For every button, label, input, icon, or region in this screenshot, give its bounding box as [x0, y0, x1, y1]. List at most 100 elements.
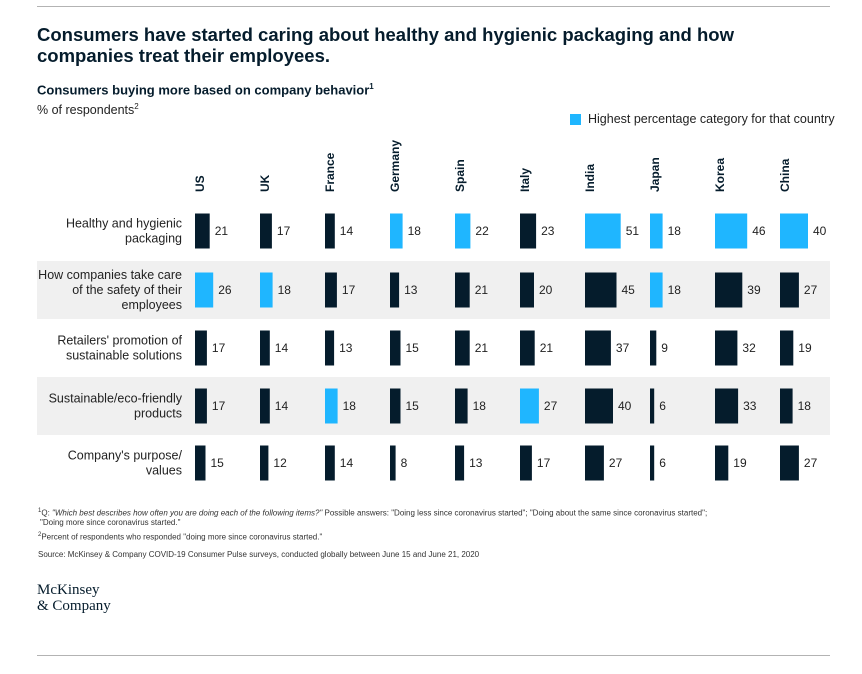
category-label: Retailers' promotion of sustainable solut…	[57, 334, 182, 363]
bar	[260, 272, 273, 308]
bar-value-label: 14	[275, 341, 289, 355]
bar	[325, 445, 335, 481]
bar	[455, 445, 465, 481]
bar-value-label: 33	[743, 399, 757, 413]
bottom-rule	[37, 655, 830, 656]
bar-value-label: 18	[408, 224, 422, 238]
bar	[325, 272, 337, 308]
country-header: India	[583, 164, 597, 192]
bar	[585, 213, 621, 249]
bar	[195, 445, 206, 481]
bar	[520, 213, 537, 249]
category-label: How companies take care of the safety of …	[38, 268, 182, 312]
bar-value-label: 27	[804, 456, 818, 470]
bar	[520, 272, 534, 308]
bar-value-label: 18	[798, 399, 812, 413]
subtitle-footnote-mark: 1	[369, 82, 374, 91]
bar-value-label: 19	[733, 456, 747, 470]
bar	[715, 213, 748, 249]
footnote-1: 1Q: "Which best describes how often you …	[38, 506, 707, 519]
bar	[195, 213, 210, 249]
bar-value-label: 18	[473, 399, 487, 413]
footnote-1-q: Q:	[41, 508, 53, 518]
bar	[520, 330, 535, 366]
bar-value-label: 27	[609, 456, 623, 470]
bar-value-label: 21	[475, 341, 489, 355]
bar	[390, 272, 400, 308]
bar-value-label: 8	[401, 456, 408, 470]
bar	[715, 388, 739, 424]
bar-value-label: 51	[626, 224, 640, 238]
bar-value-label: 40	[618, 399, 632, 413]
footnote-1-continued: "Doing more since coronavirus started."	[40, 518, 180, 528]
legend: Highest percentage category for that cou…	[570, 112, 835, 126]
bar	[780, 272, 799, 308]
country-header: Korea	[713, 158, 727, 192]
bar	[650, 330, 657, 366]
bar-value-label: 27	[804, 283, 818, 297]
chart-plot: Healthy and hygienic packaging How compani…	[37, 140, 830, 481]
bar-value-label: 17	[537, 456, 551, 470]
bar-value-label: 46	[752, 224, 766, 238]
bar	[585, 388, 613, 424]
bar	[650, 388, 655, 424]
bar	[585, 445, 604, 481]
row-band	[37, 261, 830, 319]
bar	[455, 272, 470, 308]
footnote-2-mark: 2	[38, 532, 42, 538]
bar-value-label: 21	[540, 341, 554, 355]
bar-value-label: 26	[218, 283, 232, 297]
bar-value-label: 21	[475, 283, 489, 297]
bar	[260, 213, 272, 249]
footnote-1-line2: "Doing more since coronavirus started."	[40, 518, 181, 527]
chart-title: Consumers have started caring about heal…	[37, 24, 734, 66]
country-header: Italy	[518, 168, 532, 192]
chart-subtitle: Consumers buying more based on company b…	[37, 82, 374, 97]
bar	[455, 330, 470, 366]
bar-value-label: 40	[813, 224, 827, 238]
bar-value-label: 27	[544, 399, 558, 413]
bar	[390, 388, 401, 424]
footnote-2: 2Percent of respondents who responded "d…	[38, 530, 322, 543]
bar	[650, 213, 663, 249]
logo-line-2: & Company	[37, 598, 111, 614]
bar-value-label: 18	[668, 224, 682, 238]
country-header: China	[778, 158, 792, 192]
footnote-1-question: "Which best describes how often you are …	[52, 508, 323, 518]
country-header: US	[193, 175, 207, 192]
bar-value-label: 23	[541, 224, 555, 238]
bar-value-label: 14	[275, 399, 289, 413]
bar-value-label: 17	[212, 399, 226, 413]
bar	[455, 388, 468, 424]
legend-swatch	[570, 113, 581, 125]
bar	[585, 330, 611, 366]
bar-value-label: 32	[742, 341, 756, 355]
bar	[780, 330, 794, 366]
bar	[520, 445, 532, 481]
bar	[325, 213, 335, 249]
footnote-2-text: Percent of respondents who responded "do…	[41, 532, 323, 542]
unit-text: % of respondents	[37, 103, 135, 118]
bar-value-label: 18	[343, 399, 357, 413]
bar-value-label: 37	[616, 341, 630, 355]
footnote-1-answers: Possible answers: "Doing less since coro…	[322, 508, 708, 518]
bar	[195, 272, 214, 308]
bar-value-label: 17	[342, 283, 356, 297]
bar-value-label: 6	[659, 399, 666, 413]
bar-value-label: 20	[539, 283, 553, 297]
country-header: Japan	[648, 157, 662, 192]
mckinsey-logo: McKinsey & Company	[37, 582, 111, 614]
bar	[780, 213, 808, 249]
source-note: Source: McKinsey & Company COVID-19 Cons…	[38, 550, 480, 559]
logo-line-1: McKinsey	[37, 582, 100, 598]
unit-footnote-mark: 2	[134, 102, 139, 111]
country-header: Spain	[453, 159, 467, 192]
top-rule	[37, 6, 830, 7]
bar-value-label: 15	[211, 456, 225, 470]
bar	[715, 445, 729, 481]
bar	[585, 272, 617, 308]
bar-value-label: 18	[668, 283, 682, 297]
bar-value-label: 12	[273, 456, 287, 470]
bar	[715, 272, 743, 308]
bar-value-label: 14	[340, 224, 354, 238]
